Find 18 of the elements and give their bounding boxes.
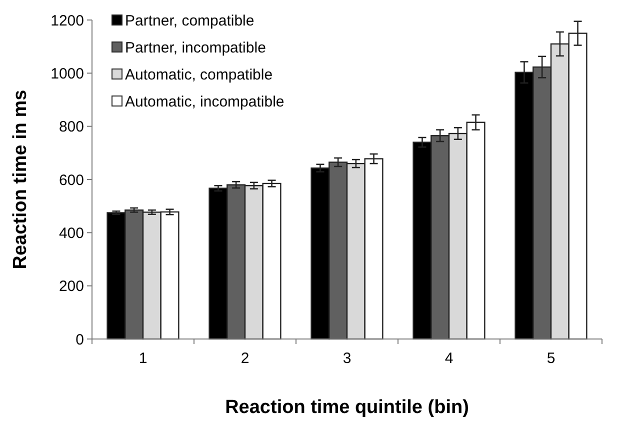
y-tick-label: 800 [58, 118, 84, 136]
x-tick-label: 2 [240, 350, 250, 367]
x-tick-label: 3 [342, 350, 352, 367]
legend-label: Partner, incompatible [125, 39, 266, 56]
y-tick-label: 0 [76, 331, 84, 348]
y-tick-label: 600 [58, 172, 84, 189]
legend-label: Automatic, compatible [125, 66, 273, 84]
legend-label: Partner, compatible [125, 12, 254, 30]
x-axis-title: Reaction time quintile (bin) [225, 397, 469, 418]
y-axis-title: Reaction time in ms [10, 90, 31, 270]
x-tick-label: 4 [444, 350, 454, 367]
y-tick-label: 1000 [50, 65, 84, 82]
y-tick-label: 1200 [50, 12, 84, 30]
x-tick-label: 1 [138, 350, 148, 367]
y-tick-label: 200 [58, 278, 84, 296]
y-tick-label: 400 [58, 224, 84, 242]
legend-label: Automatic, incompatible [125, 93, 284, 110]
x-tick-label: 5 [546, 350, 556, 367]
